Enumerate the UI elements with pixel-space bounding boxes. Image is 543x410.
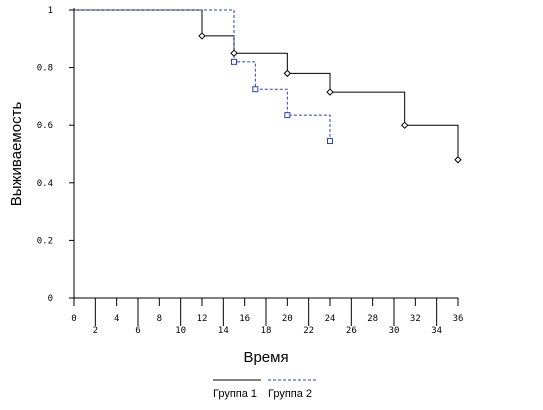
series-1-marker: [326, 88, 334, 96]
y-tick-label: 0.8: [37, 64, 53, 74]
series-2-marker: [231, 58, 237, 65]
x-tick-label: 18: [261, 326, 272, 336]
x-tick-label: 32: [410, 314, 421, 324]
series-2-marker: [252, 86, 259, 93]
x-tick-label: 4: [114, 314, 119, 324]
x-tick-label: 6: [135, 326, 140, 336]
markers: [198, 32, 462, 164]
x-tick-label: 20: [282, 314, 293, 324]
y-tick-label: 0: [48, 294, 53, 304]
y-tick-label: 0.6: [37, 121, 53, 131]
x-tick-label: 2: [93, 326, 98, 336]
series-line-1: [74, 9, 459, 160]
x-tick-label: 28: [367, 314, 378, 324]
axes: [73, 8, 458, 299]
series-2-marker: [327, 138, 333, 145]
x-tick-label: 26: [346, 326, 357, 336]
x-tick-label: 24: [325, 314, 336, 324]
series-1-marker: [283, 69, 292, 78]
x-tick-label: 12: [197, 314, 208, 324]
series-2-marker: [284, 112, 291, 119]
x-tick-label: 36: [453, 314, 464, 324]
series-1-marker: [454, 156, 462, 164]
y-tick-label: 1: [48, 6, 53, 16]
series-1-marker: [230, 49, 238, 57]
legend: Группа 1 Группа 2: [213, 379, 316, 400]
legend-label-2: Группа 2: [268, 388, 312, 400]
x-axis-title: Время: [243, 349, 288, 366]
x-tick-label: 0: [71, 314, 76, 324]
plot-lines: [74, 9, 459, 160]
y-axis-title: Выживаемость: [8, 102, 25, 207]
y-tick-label: 0.4: [37, 179, 53, 189]
x-tick-label: 10: [175, 326, 186, 336]
x-tick-label: 30: [389, 326, 400, 336]
y-tick-label: 0.2: [37, 236, 53, 246]
series-1-marker: [400, 121, 409, 129]
x-tick-label: 22: [303, 326, 314, 336]
x-tick-label: 8: [157, 314, 162, 324]
x-tick-label: 34: [431, 326, 442, 336]
legend-label-1: Группа 1: [213, 388, 257, 400]
ticks: 00.20.40.60.810 4 8 12 16 20 24 28 32 362 6 10 14 18 2…: [37, 6, 464, 336]
series-1-marker: [198, 32, 206, 40]
x-tick-label: 16: [239, 314, 250, 324]
x-tick-label: 14: [218, 326, 229, 336]
